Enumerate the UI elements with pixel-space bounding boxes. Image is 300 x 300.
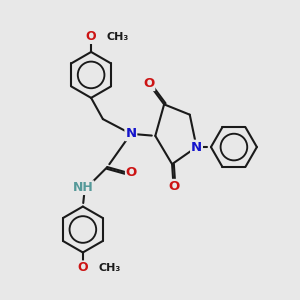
Text: N: N — [125, 127, 136, 140]
Text: O: O — [143, 77, 154, 90]
Text: NH: NH — [73, 181, 94, 194]
Text: CH₃: CH₃ — [106, 32, 129, 42]
Text: N: N — [191, 141, 202, 154]
Text: CH₃: CH₃ — [98, 263, 120, 273]
Text: O: O — [86, 30, 96, 43]
Text: O: O — [168, 180, 179, 193]
Text: O: O — [126, 167, 137, 179]
Text: O: O — [78, 261, 88, 274]
